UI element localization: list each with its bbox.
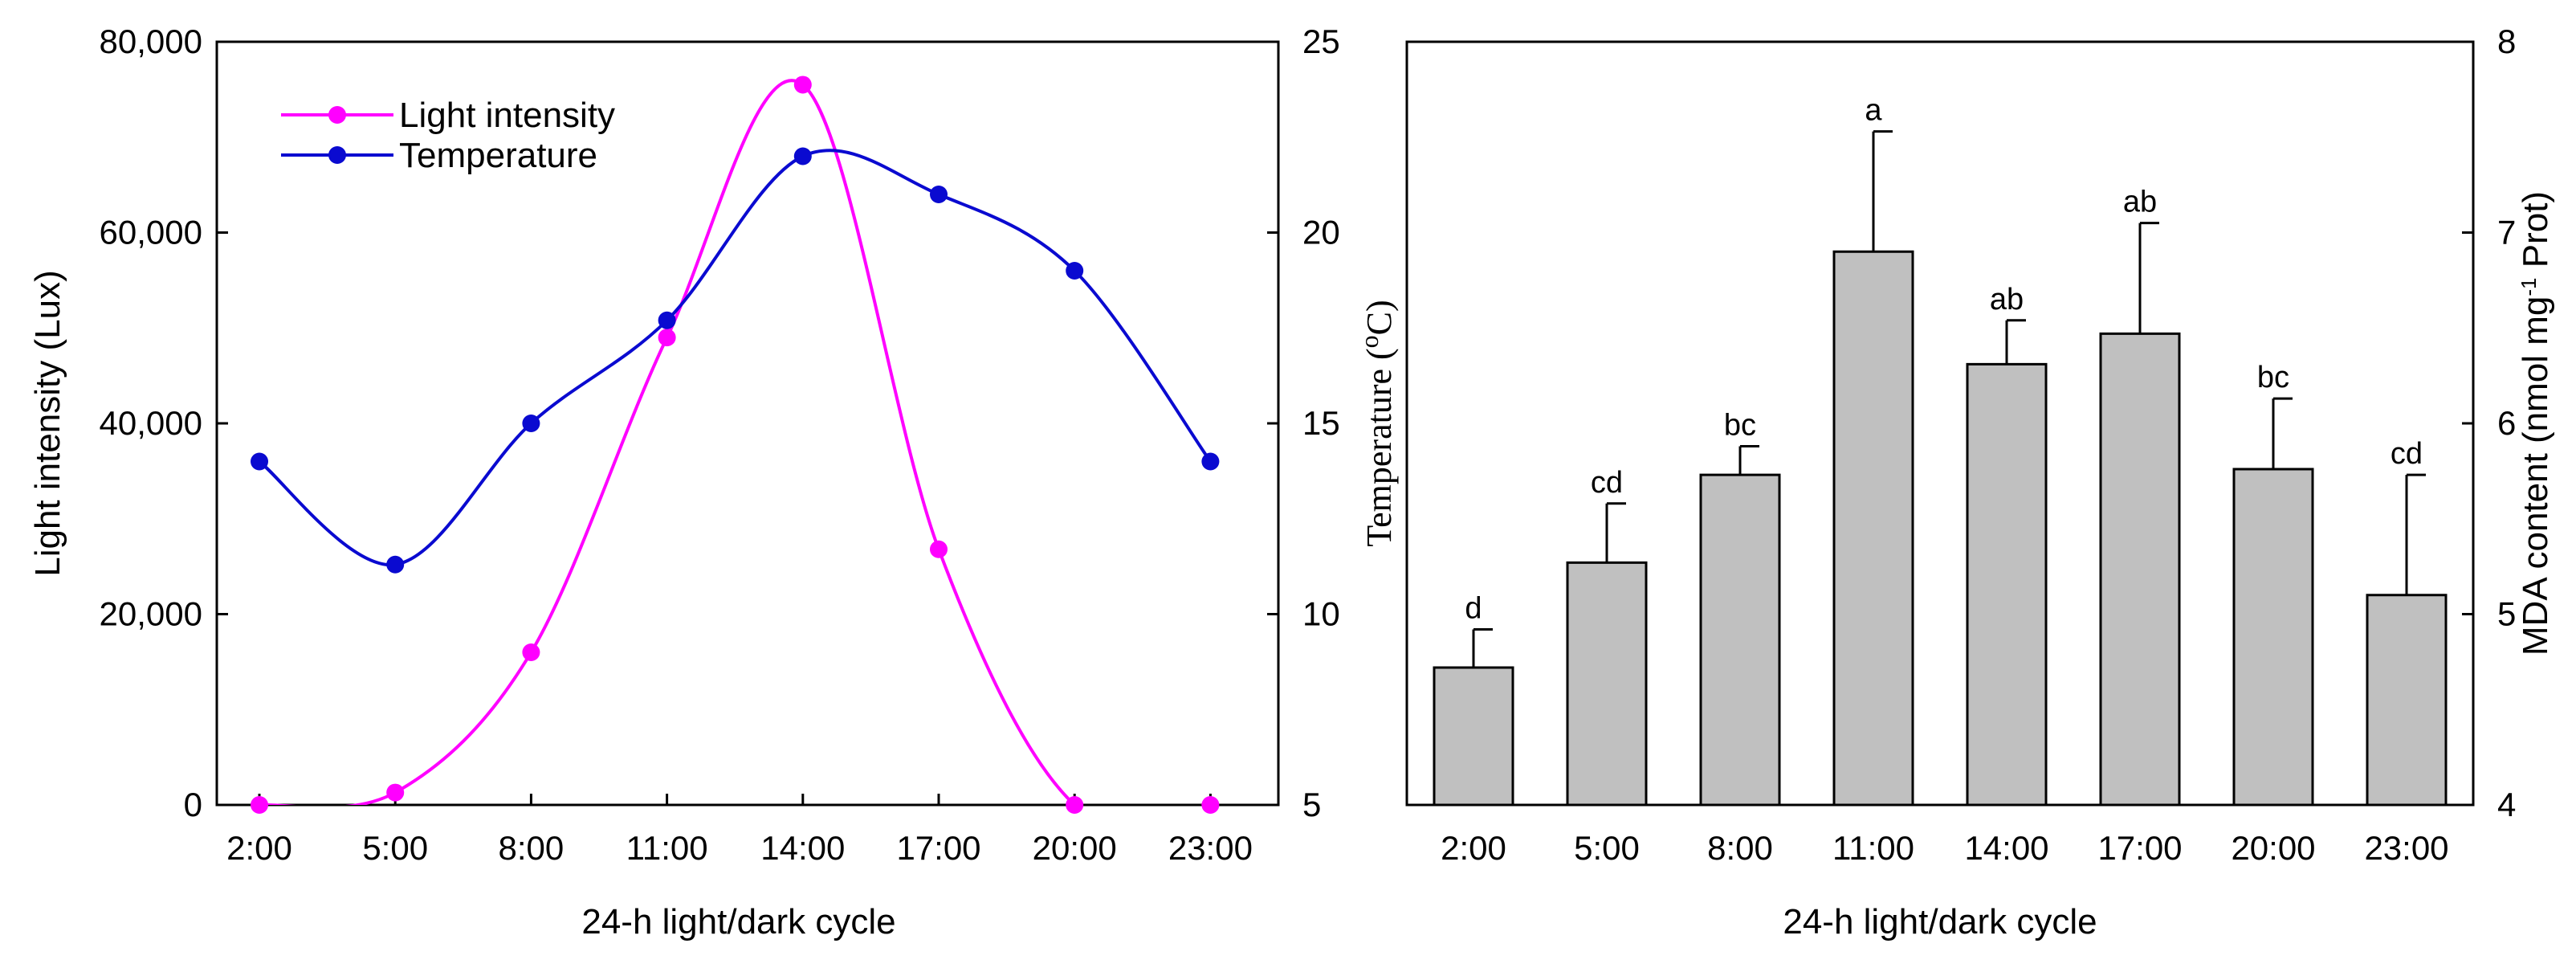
- right-y-axis: 5 10 15 20 25: [1267, 22, 1340, 823]
- x-tick-label: 8:00: [499, 829, 565, 867]
- light-point: [1201, 796, 1220, 814]
- legend-temp-marker: [328, 146, 346, 164]
- series-line-light: [259, 79, 1211, 805]
- mda-label-sup: -1: [2517, 277, 2541, 296]
- temperature-point: [1201, 452, 1220, 471]
- series-points: [251, 76, 1220, 814]
- x-tick-label: 8:00: [1707, 829, 1773, 867]
- light-point: [658, 329, 676, 347]
- x-tick-label: 20:00: [2231, 829, 2315, 867]
- left-y-axis: 0 20,000 40,000 60,000 80,000: [100, 22, 228, 823]
- bar-chart: d cd bc a ab ab bc cd 4 5 6 7 8 2:00 5:00 8:00 11:00 14…: [1405, 22, 2555, 941]
- mda-label-main: MDA content (nmol mg: [2516, 296, 2555, 656]
- y-tick-label: 20,000: [100, 595, 202, 633]
- significance-label: d: [1465, 592, 1482, 626]
- line-chart-ylabel: Light intensity (Lux): [28, 270, 67, 577]
- x-tick-label: 11:00: [1832, 829, 1914, 867]
- y-tick-label: 5: [2497, 595, 2516, 633]
- y-tick-label: 4: [2497, 786, 2516, 823]
- x-tick-label: 11:00: [626, 829, 708, 867]
- temperature-point: [1066, 262, 1084, 280]
- bar: [1966, 362, 2048, 807]
- x-tick-label: 14:00: [760, 829, 845, 867]
- x-tick-label: 23:00: [1168, 829, 1253, 867]
- y2-tick-label: 15: [1302, 404, 1340, 442]
- bar-chart-ylabel: MDA content (nmol mg-1 Prot): [2516, 191, 2555, 656]
- bar: [1699, 473, 1781, 807]
- bars: [1433, 250, 2448, 807]
- temperature-point: [386, 555, 405, 574]
- bar-x-axis: 2:00 5:00 8:00 11:00 14:00 17:00 20:00 23:00: [1441, 829, 2448, 867]
- significance-label: bc: [2257, 361, 2289, 394]
- y2label-degree: o: [1355, 335, 1384, 348]
- bar: [1433, 666, 1514, 807]
- significance-label: a: [1865, 94, 1882, 128]
- line-chart-xlabel: 24-h light/dark cycle: [581, 902, 895, 941]
- x-tick-label: 23:00: [2364, 829, 2448, 867]
- legend-light-label: Light intensity: [399, 96, 615, 135]
- x-tick-label: 20:00: [1033, 829, 1117, 867]
- bar: [2366, 594, 2448, 807]
- temperature-point: [251, 452, 269, 471]
- y-tick-label: 60,000: [100, 214, 202, 251]
- series-line-temperature: [258, 149, 1213, 566]
- temperature-point: [930, 186, 948, 203]
- significance-label: cd: [1591, 466, 1623, 500]
- significance-label: ab: [1990, 283, 2024, 317]
- significance-labels: d cd bc a ab ab bc cd: [1465, 94, 2423, 626]
- y-tick-label: 40,000: [100, 404, 202, 442]
- significance-label: bc: [1724, 409, 1756, 443]
- temperature-point: [522, 415, 540, 432]
- error-bars: [1472, 130, 2426, 668]
- x-tick-label: 2:00: [226, 829, 292, 867]
- y-tick-label: 6: [2497, 404, 2516, 442]
- temperature-point: [793, 147, 812, 165]
- significance-label: cd: [2391, 437, 2423, 471]
- legend-light-marker: [328, 106, 346, 124]
- bar: [2232, 468, 2314, 807]
- y2label-unit: C): [1359, 300, 1399, 335]
- legend: Light intensity Temperature: [281, 96, 615, 175]
- legend-temp-label: Temperature: [399, 136, 597, 175]
- x-tick-label: 5:00: [1574, 829, 1640, 867]
- bar: [1566, 561, 1648, 807]
- y2-tick-label: 20: [1302, 214, 1340, 251]
- significance-label: ab: [2123, 186, 2157, 219]
- y2-tick-label: 5: [1302, 786, 1321, 823]
- light-point: [793, 76, 812, 94]
- light-point: [930, 540, 948, 558]
- x-tick-label: 14:00: [1964, 829, 2048, 867]
- bar: [1832, 250, 1914, 807]
- bar-chart-xlabel: 24-h light/dark cycle: [1783, 902, 2097, 941]
- y2-tick-label: 25: [1302, 22, 1340, 60]
- light-point: [1066, 796, 1084, 814]
- temperature-point: [658, 311, 676, 329]
- y-tick-label: 0: [184, 786, 202, 823]
- y2label-main: Temperature (: [1359, 348, 1399, 546]
- line-chart: 0 20,000 40,000 60,000 80,000 5 10 15 20 25 2:00…: [28, 22, 1399, 941]
- x-tick-label: 17:00: [896, 829, 980, 867]
- x-tick-label: 2:00: [1441, 829, 1506, 867]
- y-tick-label: 8: [2497, 22, 2516, 60]
- bar: [2099, 332, 2181, 807]
- y2-tick-label: 10: [1302, 595, 1340, 633]
- y-tick-label: 80,000: [100, 22, 202, 60]
- y-tick-label: 7: [2497, 214, 2516, 251]
- mda-label-tail: Prot): [2516, 191, 2555, 278]
- x-tick-label: 5:00: [362, 829, 428, 867]
- light-point: [522, 643, 540, 661]
- light-point: [386, 783, 405, 802]
- x-tick-label: 17:00: [2097, 829, 2182, 867]
- x-axis: 2:00 5:00 8:00 11:00 14:00 17:00 20:00 23:00: [226, 794, 1253, 867]
- line-chart-y2label: Temperature (oC): [1355, 300, 1399, 546]
- bar-y-axis: 4 5 6 7 8: [2462, 22, 2516, 823]
- light-point: [251, 796, 269, 814]
- series-lines: [258, 79, 1213, 805]
